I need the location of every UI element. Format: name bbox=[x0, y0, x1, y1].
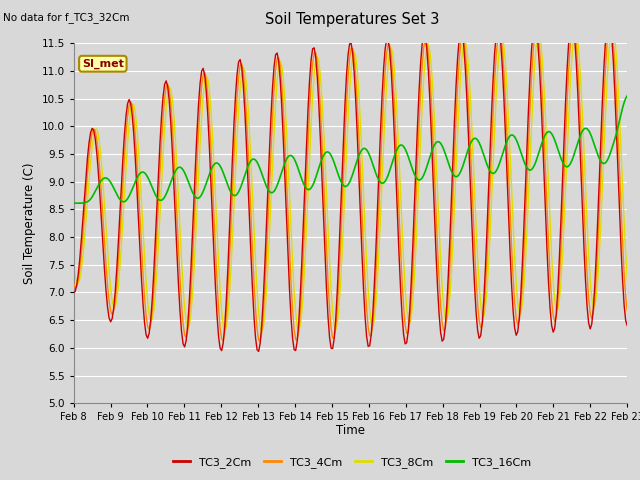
Y-axis label: Soil Temperature (C): Soil Temperature (C) bbox=[23, 162, 36, 284]
X-axis label: Time: Time bbox=[336, 424, 365, 437]
Text: No data for f_TC3_32Cm: No data for f_TC3_32Cm bbox=[3, 12, 130, 23]
Legend: TC3_2Cm, TC3_4Cm, TC3_8Cm, TC3_16Cm: TC3_2Cm, TC3_4Cm, TC3_8Cm, TC3_16Cm bbox=[168, 452, 536, 472]
Text: SI_met: SI_met bbox=[82, 59, 124, 69]
Text: Soil Temperatures Set 3: Soil Temperatures Set 3 bbox=[265, 12, 439, 27]
